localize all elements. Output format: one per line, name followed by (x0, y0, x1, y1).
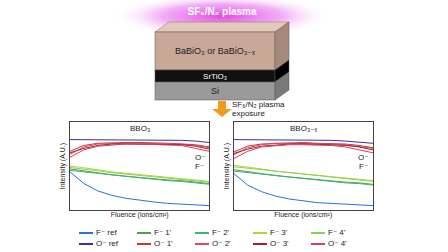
svg-text:F⁻: F⁻ (359, 162, 368, 171)
html-text:O⁻ 2': O⁻ 2' (212, 239, 231, 248)
html-text:F⁻ 2': F⁻ 2' (212, 228, 230, 237)
svg-text:O⁻: O⁻ (195, 153, 205, 162)
html-text:O⁻ 3': O⁻ 3' (270, 239, 289, 248)
svg-text:BaBiO₃ or BaBiO₃₋ₓ: BaBiO₃ or BaBiO₃₋ₓ (175, 46, 255, 56)
svg-text:BBO₃₋ₓ: BBO₃₋ₓ (290, 124, 317, 133)
html-text:F⁻ ref: F⁻ ref (96, 228, 117, 237)
html-text:F⁻ 1': F⁻ 1' (154, 228, 172, 237)
svg-text:Si: Si (211, 86, 219, 96)
svg-text:SF₆/N₂ plasma: SF₆/N₂ plasma (187, 6, 256, 17)
svg-text:Intensity (A.U.): Intensity (A.U.) (223, 143, 231, 189)
html-text:O⁻ ref: O⁻ ref (96, 239, 118, 248)
html-text:F⁻ 4': F⁻ 4' (328, 228, 346, 237)
html-text:F⁻ 3': F⁻ 3' (270, 228, 288, 237)
svg-text:Intensity (A.U.): Intensity (A.U.) (59, 143, 67, 189)
svg-text:O⁻: O⁻ (358, 153, 368, 162)
svg-text:F⁻: F⁻ (195, 162, 204, 171)
svg-text:SrTiO₃: SrTiO₃ (203, 72, 227, 81)
svg-text:Fluence (ions/cm²): Fluence (ions/cm²) (111, 211, 169, 219)
html-text:O⁻ 4': O⁻ 4' (328, 239, 347, 248)
svg-text:Fluence (ions/cm²): Fluence (ions/cm²) (274, 211, 332, 219)
svg-text:BBO₃: BBO₃ (130, 124, 150, 133)
html-text:SF₆/N₂ plasma exposure: SF₆/N₂ plasma exposure (232, 100, 285, 118)
html-text:O⁻ 1': O⁻ 1' (154, 239, 173, 248)
